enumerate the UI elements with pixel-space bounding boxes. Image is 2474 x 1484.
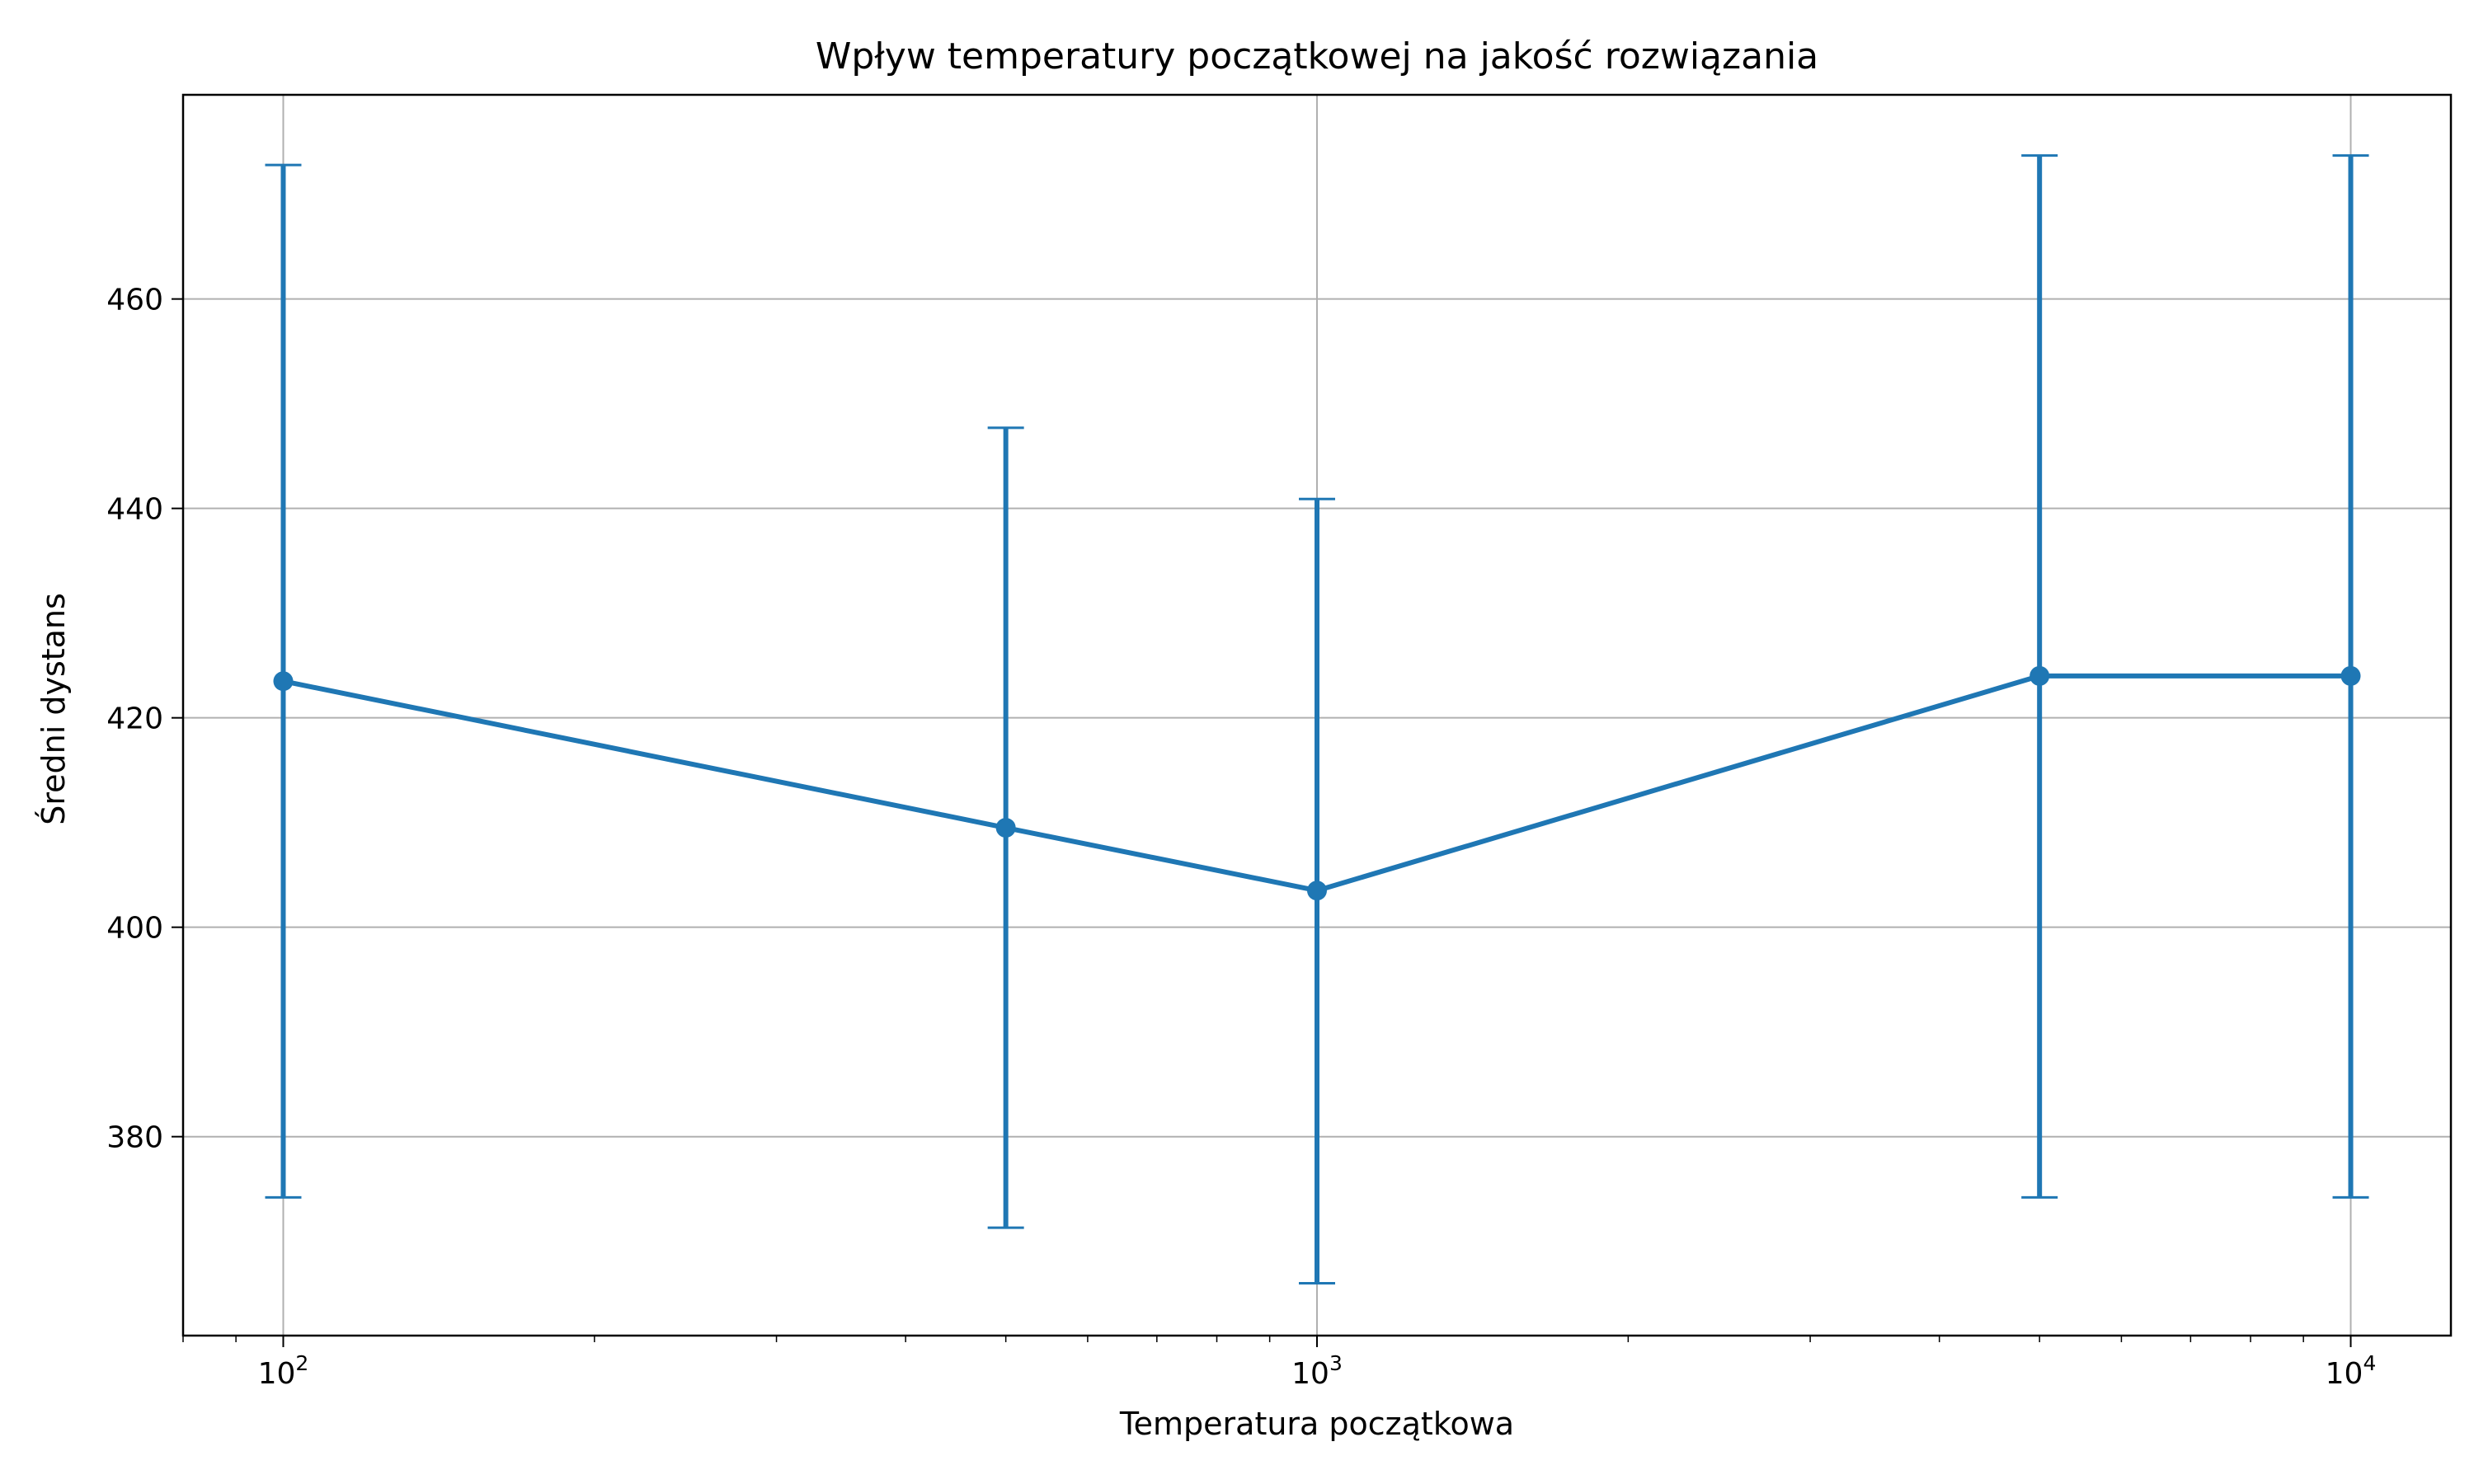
x-axis-label: Temperatura początkowa <box>1119 1406 1514 1442</box>
y-tick-label: 400 <box>106 912 163 946</box>
y-tick-label: 420 <box>106 702 163 736</box>
x-tick-label: 104 <box>2326 1351 2377 1391</box>
y-tick-label: 380 <box>106 1121 163 1155</box>
chart-title: Wpływ temperatury początkowej na jakość … <box>816 35 1818 77</box>
y-tick-label: 440 <box>106 493 163 527</box>
y-tick-label: 460 <box>106 284 163 317</box>
x-tick-label: 103 <box>1291 1351 1343 1391</box>
x-tick-label: 102 <box>258 1351 309 1391</box>
x-axis-ticks: 102 103 104 <box>182 1336 2377 1391</box>
y-axis-label: Średni dystans <box>35 593 72 825</box>
data-point <box>273 671 294 692</box>
data-point <box>2340 665 2361 686</box>
y-axis-ticks: 380 400 420 440 460 <box>106 284 183 1155</box>
data-points <box>273 665 2361 901</box>
data-point <box>1307 881 1327 901</box>
data-point <box>2030 665 2050 686</box>
data-point <box>995 818 1016 838</box>
